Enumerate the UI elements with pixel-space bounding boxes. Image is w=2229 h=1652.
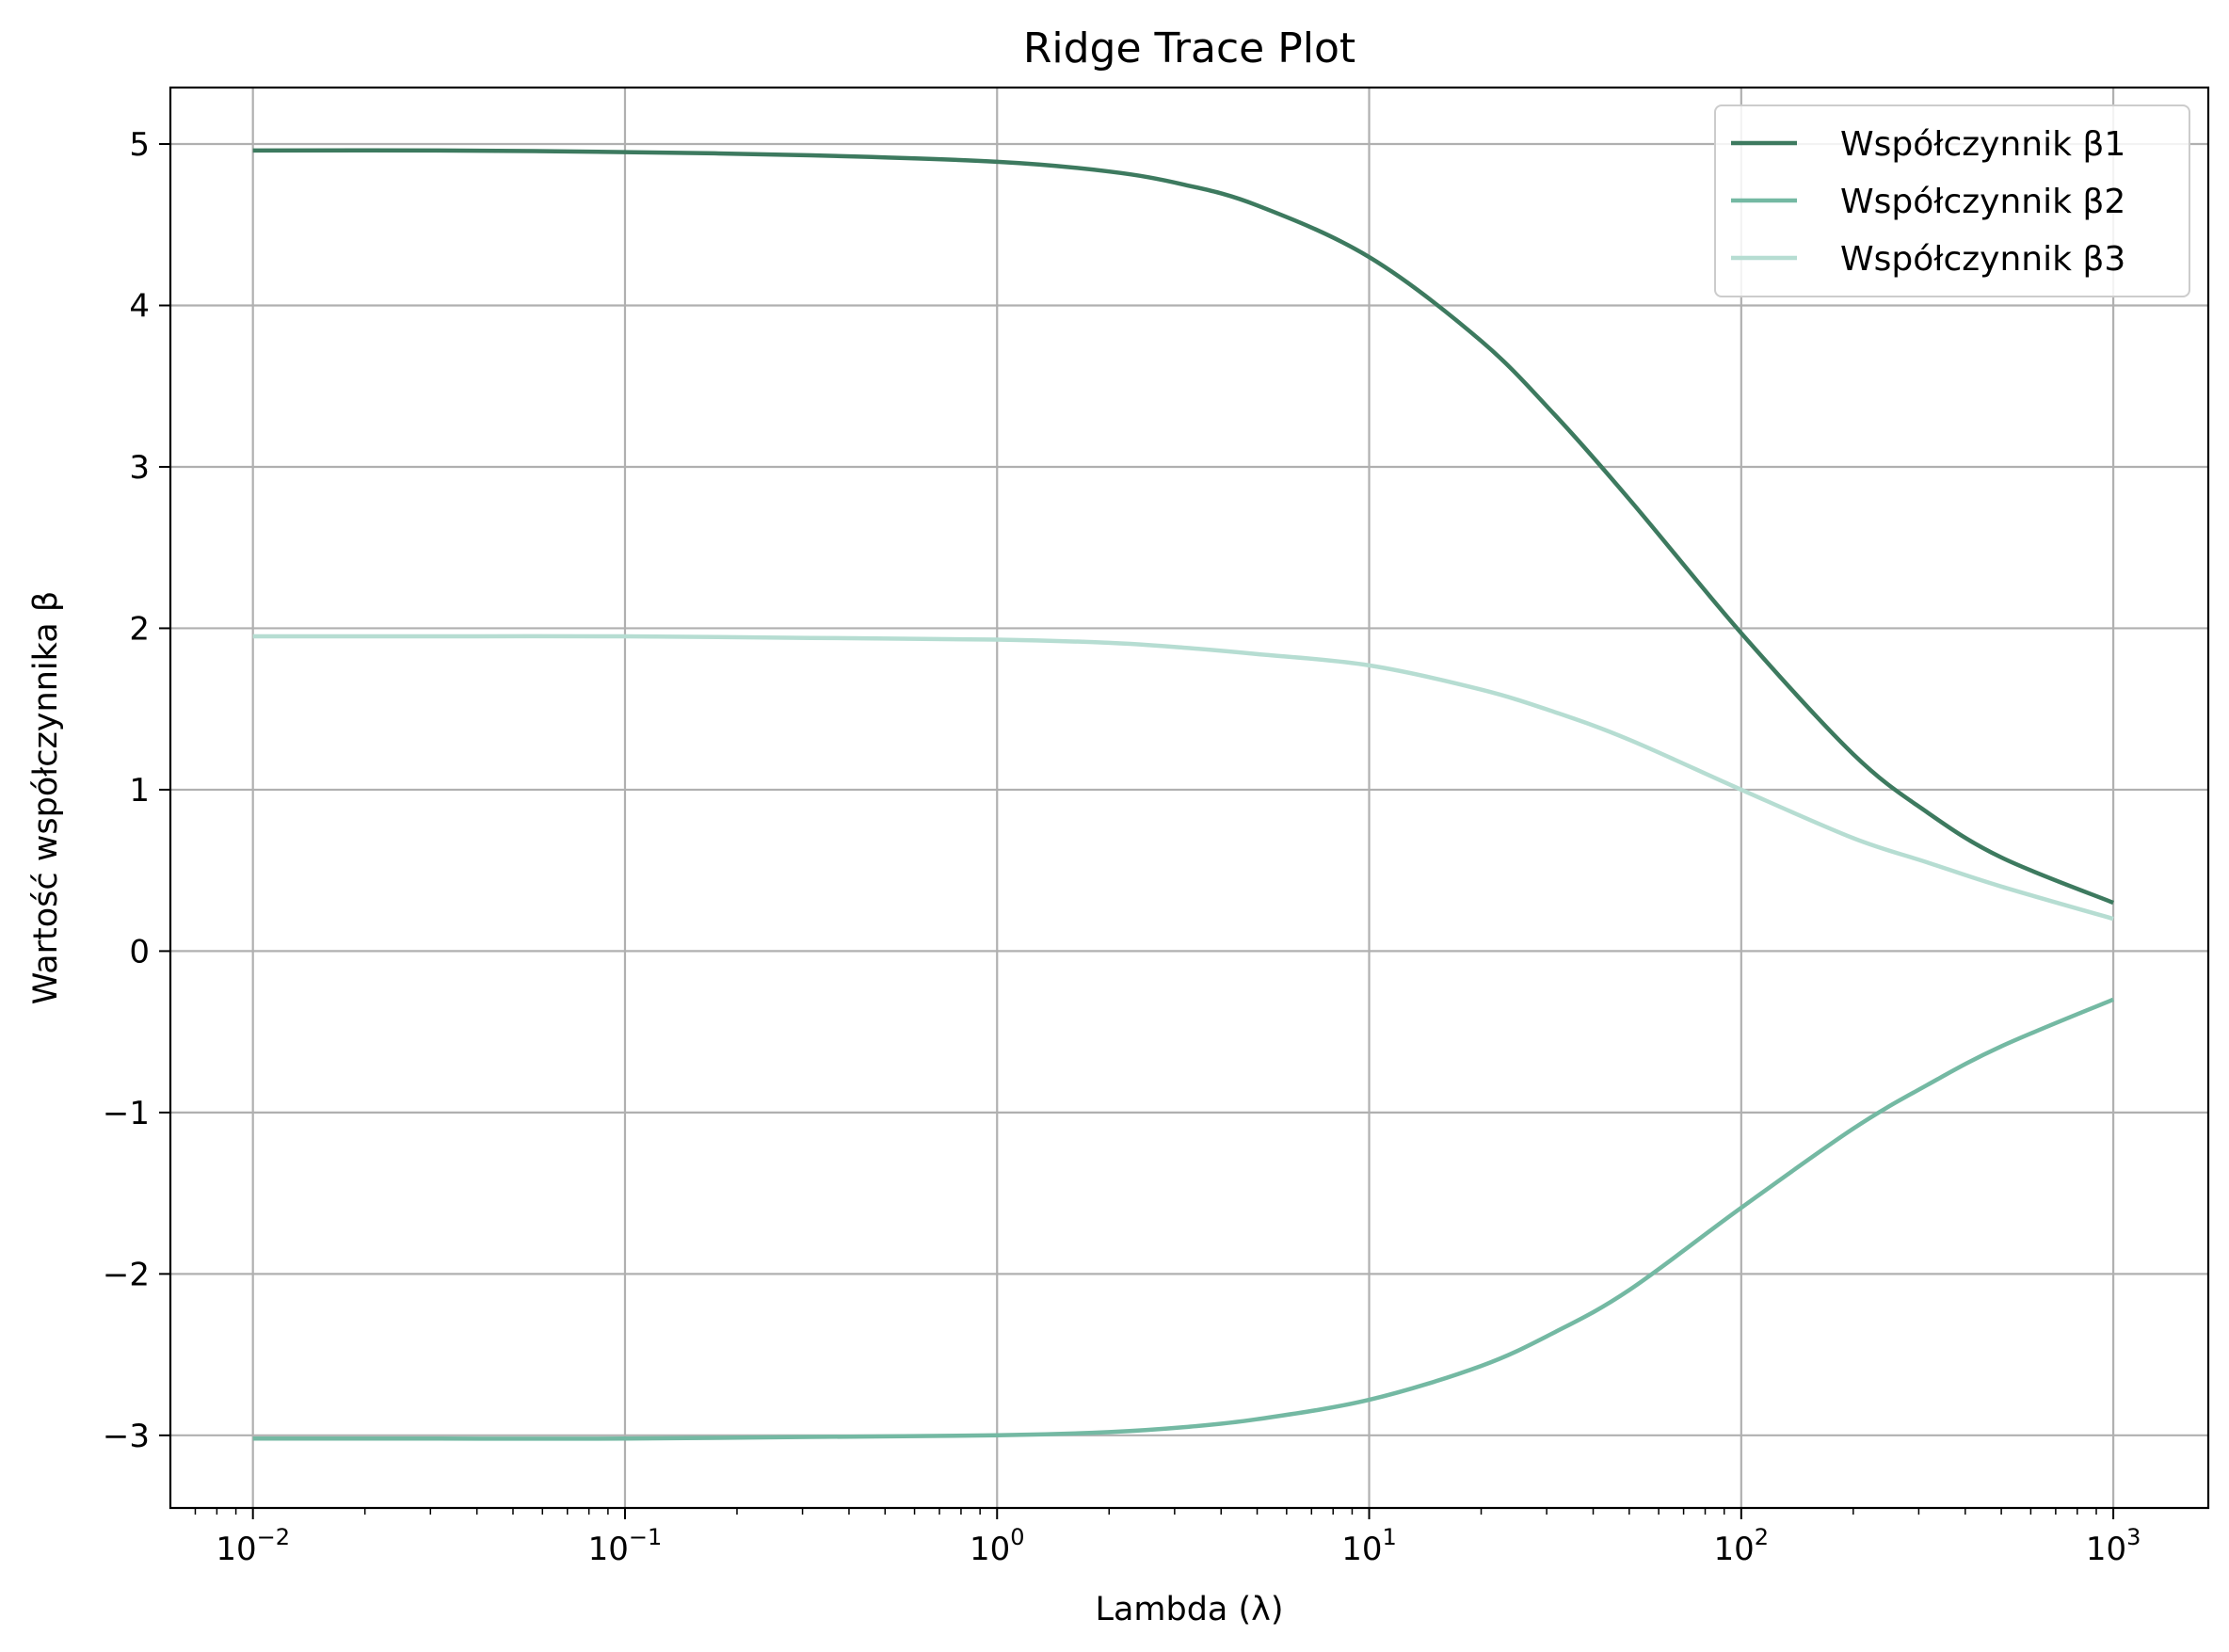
y-axis-label: Wartość współczynnika β xyxy=(27,591,65,1004)
y-tick-label: 1 xyxy=(129,772,150,810)
axis-ticks xyxy=(159,143,2115,1519)
x-tick-exponent: 1 xyxy=(1383,1524,1397,1550)
x-tick-base: 10 xyxy=(216,1531,256,1568)
x-tick-base: 10 xyxy=(2086,1531,2126,1568)
legend-label-1: Współczynnik β1 xyxy=(1840,125,2125,164)
series-line-1 xyxy=(252,148,2114,906)
chart-title: Ridge Trace Plot xyxy=(1023,24,1355,72)
x-tick-base: 10 xyxy=(1714,1531,1755,1568)
x-axis-label: Lambda (λ) xyxy=(1095,1591,1283,1628)
y-tick-label: −1 xyxy=(103,1095,150,1132)
series-line-2 xyxy=(252,997,2114,1441)
x-tick-exponent: −2 xyxy=(257,1524,290,1550)
x-tick-base: 10 xyxy=(970,1531,1010,1568)
legend-label-3: Współczynnik β3 xyxy=(1840,240,2125,279)
x-tick-label: 10−1 xyxy=(588,1524,663,1568)
x-tick-exponent: −1 xyxy=(629,1524,662,1550)
y-tick-label: 0 xyxy=(129,933,150,970)
legend: Współczynnik β1 Współczynnik β2 Współczynn… xyxy=(1714,104,2190,297)
x-tick-label: 101 xyxy=(1341,1524,1397,1568)
series-lines xyxy=(252,148,2114,1441)
x-tick-label: 102 xyxy=(1714,1524,1770,1568)
grid-lines xyxy=(170,88,2208,1508)
legend-box xyxy=(1714,104,2190,297)
x-tick-label: 103 xyxy=(2086,1524,2141,1568)
legend-label-2: Współczynnik β2 xyxy=(1840,183,2125,221)
x-tick-base: 10 xyxy=(588,1531,629,1568)
x-tick-exponent: 2 xyxy=(1755,1524,1769,1550)
x-tick-base: 10 xyxy=(1341,1531,1382,1568)
y-tick-label: 3 xyxy=(129,449,150,487)
x-tick-label: 10−2 xyxy=(216,1524,290,1568)
series-line-3 xyxy=(252,634,2114,922)
x-tick-label: 100 xyxy=(970,1524,1025,1568)
y-tick-label: 4 xyxy=(129,287,150,325)
y-tick-label: −2 xyxy=(103,1256,150,1293)
y-tick-label: −3 xyxy=(103,1418,150,1455)
plot-frame xyxy=(168,86,2210,1510)
y-tick-label: 5 xyxy=(129,126,150,164)
x-tick-exponent: 0 xyxy=(1010,1524,1024,1550)
x-tick-exponent: 3 xyxy=(2126,1524,2141,1550)
y-tick-label: 2 xyxy=(129,610,150,648)
